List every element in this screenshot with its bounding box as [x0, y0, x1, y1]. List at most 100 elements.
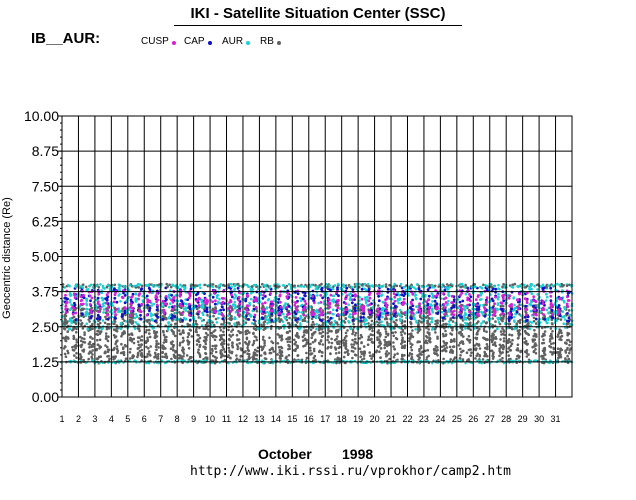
data-point-cusp [88, 294, 92, 298]
data-point-cusp [115, 307, 119, 311]
data-point-rb [350, 345, 354, 349]
data-point-rb [255, 338, 259, 342]
data-point-aur [249, 292, 253, 295]
data-point-aur [431, 327, 435, 330]
data-point-cusp [237, 295, 241, 299]
data-point-envelope [392, 285, 396, 288]
data-point-cap [359, 316, 363, 319]
data-point-rb [230, 330, 233, 333]
data-point-aur [447, 323, 451, 326]
data-point-cap [205, 308, 209, 311]
data-point-rb [74, 345, 78, 348]
data-point-aur [289, 287, 293, 290]
data-point-rb [319, 340, 323, 343]
data-point-envelope [287, 283, 291, 286]
data-point-rb [326, 335, 330, 338]
data-point-cap [213, 302, 217, 306]
data-point-cap [195, 293, 198, 297]
data-point-rb [173, 308, 177, 312]
data-point-envelope [230, 285, 233, 289]
data-point-rb [459, 347, 462, 351]
data-point-aur [473, 323, 477, 326]
data-point-cap [392, 314, 396, 318]
data-point-aur [249, 288, 253, 291]
data-point-rb [268, 336, 271, 340]
legend-item-aur: AUR [222, 36, 251, 47]
data-point-rb [171, 340, 174, 343]
data-point-rb [182, 352, 186, 355]
data-point-rb [246, 343, 250, 347]
data-point-rb [62, 347, 66, 350]
data-point-rb [90, 355, 93, 359]
data-point-rb [326, 315, 330, 319]
data-point-rb [82, 340, 85, 344]
data-point-rb [272, 350, 276, 353]
data-point-cap [147, 286, 151, 290]
data-point-cusp [155, 300, 159, 304]
data-point-rb [309, 342, 312, 346]
data-point-aur [166, 328, 170, 331]
data-point-rb [462, 335, 465, 338]
data-point-rb [549, 345, 553, 349]
data-point-rb [400, 338, 404, 342]
data-point-aur [331, 287, 334, 291]
data-point-cap [270, 312, 274, 316]
data-point-rb [326, 306, 329, 310]
data-point-rb [312, 323, 316, 326]
data-point-rb [72, 315, 76, 319]
data-point-rb [490, 349, 493, 353]
data-point-cusp [425, 300, 428, 304]
data-point-cap [507, 319, 511, 323]
data-point-rb [123, 343, 127, 347]
data-point-cap [351, 294, 355, 297]
data-point-aur [70, 319, 73, 323]
data-point-rb [279, 318, 283, 321]
data-point-rb [517, 334, 521, 337]
data-point-aur [240, 305, 243, 309]
data-point-rb [334, 304, 338, 307]
data-point-cusp [493, 302, 496, 306]
data-point-cap [277, 309, 280, 312]
data-point-aur [150, 304, 154, 307]
data-point-cap [64, 296, 68, 300]
data-point-envelope [147, 283, 150, 287]
data-point-rb [466, 337, 469, 341]
data-point-aur [496, 327, 499, 331]
data-point-cap [252, 318, 256, 322]
data-point-rb [302, 345, 305, 348]
data-point-rb [490, 338, 493, 342]
data-point-rb [377, 338, 381, 341]
data-point-envelope [198, 283, 202, 287]
data-point-rb [350, 349, 354, 353]
data-point-rb [98, 330, 101, 333]
data-point-rb [198, 336, 202, 340]
data-point-envelope [81, 283, 85, 287]
data-point-rb [320, 354, 324, 358]
data-point-aur [284, 317, 287, 320]
data-point-rb [403, 346, 406, 350]
data-point-aur [300, 311, 304, 314]
data-point-rb [508, 333, 511, 337]
data-point-rb [173, 356, 177, 360]
data-point-cusp [64, 311, 68, 314]
data-point-rb [312, 347, 316, 351]
data-point-rb [106, 345, 109, 349]
data-point-cusp [418, 302, 421, 305]
data-point-aur [448, 320, 451, 323]
data-point-rb [399, 331, 403, 334]
data-point-rb [252, 331, 255, 335]
data-point-envelope [99, 283, 102, 286]
data-point-rb [458, 356, 462, 360]
data-point-rb [264, 352, 267, 356]
data-point-rb [345, 334, 348, 338]
data-point-aur [496, 303, 500, 307]
data-point-aur [69, 298, 72, 302]
data-point-rb [352, 322, 355, 326]
data-point-cap [276, 301, 280, 304]
data-point-rb [286, 309, 289, 313]
data-point-aur [348, 309, 351, 313]
data-point-rb [181, 329, 185, 332]
data-point-aur [157, 362, 160, 365]
data-point-rb [140, 348, 144, 352]
data-point-cusp [492, 308, 496, 311]
